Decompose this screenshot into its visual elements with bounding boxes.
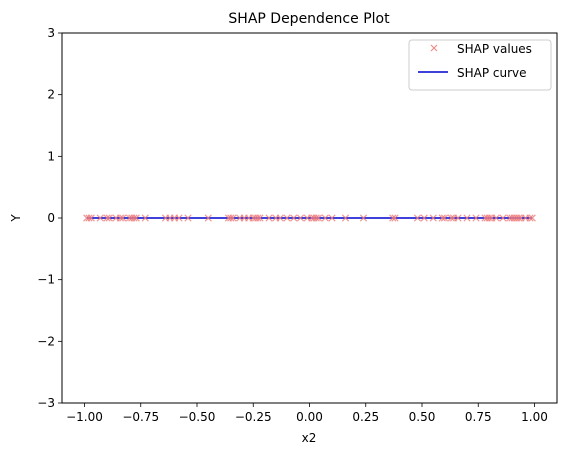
y-tick-label: 0 bbox=[47, 211, 55, 225]
shap-value-point bbox=[447, 214, 455, 222]
shap-value-point bbox=[184, 214, 192, 222]
x-tick-label: 0.75 bbox=[465, 410, 492, 424]
shap-value-point bbox=[227, 214, 235, 222]
shap-value-point bbox=[132, 214, 140, 222]
y-tick-label: −3 bbox=[37, 396, 55, 410]
shap-value-point bbox=[103, 214, 111, 222]
shap-value-point bbox=[440, 214, 449, 222]
x-tick-label: −0.50 bbox=[179, 410, 216, 424]
shap-value-point bbox=[119, 214, 127, 222]
legend: SHAP values SHAP curve bbox=[408, 39, 552, 91]
legend-label-shap-curve: SHAP curve bbox=[457, 66, 527, 80]
shap-value-point bbox=[391, 214, 399, 222]
shap-value-point bbox=[296, 214, 305, 222]
shap-value-point bbox=[116, 214, 125, 222]
shap-value-point bbox=[175, 214, 183, 222]
shap-value-point bbox=[515, 214, 523, 222]
x-tick-label: −1.00 bbox=[66, 410, 103, 424]
shap-value-point bbox=[359, 214, 368, 222]
x-tick-label: 0.50 bbox=[409, 410, 436, 424]
shap-value-point bbox=[254, 214, 262, 222]
x-axis-ticks: −1.00 −0.75 −0.50 −0.25 0.00 0.25 0.50 0.75 1.00 bbox=[66, 403, 548, 424]
shap-value-point bbox=[341, 214, 350, 222]
x-tick-label: −0.75 bbox=[122, 410, 159, 424]
shap-value-point bbox=[526, 214, 534, 222]
shap-value-point bbox=[105, 214, 113, 222]
y-axis-label: Y bbox=[9, 214, 23, 223]
shap-value-point bbox=[429, 214, 437, 222]
shap-value-point bbox=[413, 214, 422, 222]
x-tick-label: 0.25 bbox=[352, 410, 379, 424]
chart-title: SHAP Dependence Plot bbox=[228, 11, 390, 27]
shap-value-point bbox=[290, 214, 298, 222]
y-axis-ticks: −3 −2 −1 0 1 2 3 bbox=[37, 26, 62, 410]
legend-label-shap-values: SHAP values bbox=[457, 42, 532, 56]
shap-value-point bbox=[229, 214, 237, 222]
y-tick-label: −2 bbox=[37, 334, 55, 348]
y-tick-label: 3 bbox=[47, 26, 55, 40]
y-tick-label: 1 bbox=[47, 149, 55, 163]
shap-value-point bbox=[256, 214, 264, 222]
x-axis-label: x2 bbox=[302, 431, 317, 445]
shap-value-point bbox=[321, 214, 329, 222]
shap-value-point bbox=[85, 214, 93, 222]
shap-value-point bbox=[96, 214, 104, 222]
shap-value-point bbox=[499, 214, 507, 222]
shap-value-point bbox=[328, 214, 336, 222]
shap-value-point bbox=[130, 214, 138, 222]
shap-values-layer bbox=[83, 214, 536, 222]
shap-value-point bbox=[276, 214, 284, 222]
legend-box bbox=[408, 39, 552, 91]
y-tick-label: 2 bbox=[47, 88, 55, 102]
shap-value-point bbox=[485, 214, 494, 222]
shap-value-point bbox=[314, 214, 323, 222]
y-tick-label: −1 bbox=[37, 273, 55, 287]
shap-value-point bbox=[454, 214, 462, 222]
shap-value-point bbox=[141, 214, 149, 222]
shap-value-point bbox=[312, 214, 320, 222]
shap-value-point bbox=[283, 214, 291, 222]
shap-value-point bbox=[463, 214, 471, 222]
shap-value-point bbox=[528, 214, 536, 222]
x-tick-label: −0.25 bbox=[235, 410, 272, 424]
shap-value-point bbox=[438, 214, 446, 222]
shap-value-point bbox=[492, 214, 500, 222]
x-tick-label: 0.00 bbox=[296, 410, 323, 424]
shap-value-point bbox=[420, 214, 428, 222]
shap-value-point bbox=[87, 214, 95, 222]
shap-value-point bbox=[472, 214, 480, 222]
x-tick-label: 1.00 bbox=[521, 410, 548, 424]
shap-value-point bbox=[389, 214, 397, 222]
shap-value-point bbox=[265, 214, 273, 222]
legend-marker-x-icon bbox=[430, 44, 438, 52]
shap-value-point bbox=[204, 214, 212, 222]
